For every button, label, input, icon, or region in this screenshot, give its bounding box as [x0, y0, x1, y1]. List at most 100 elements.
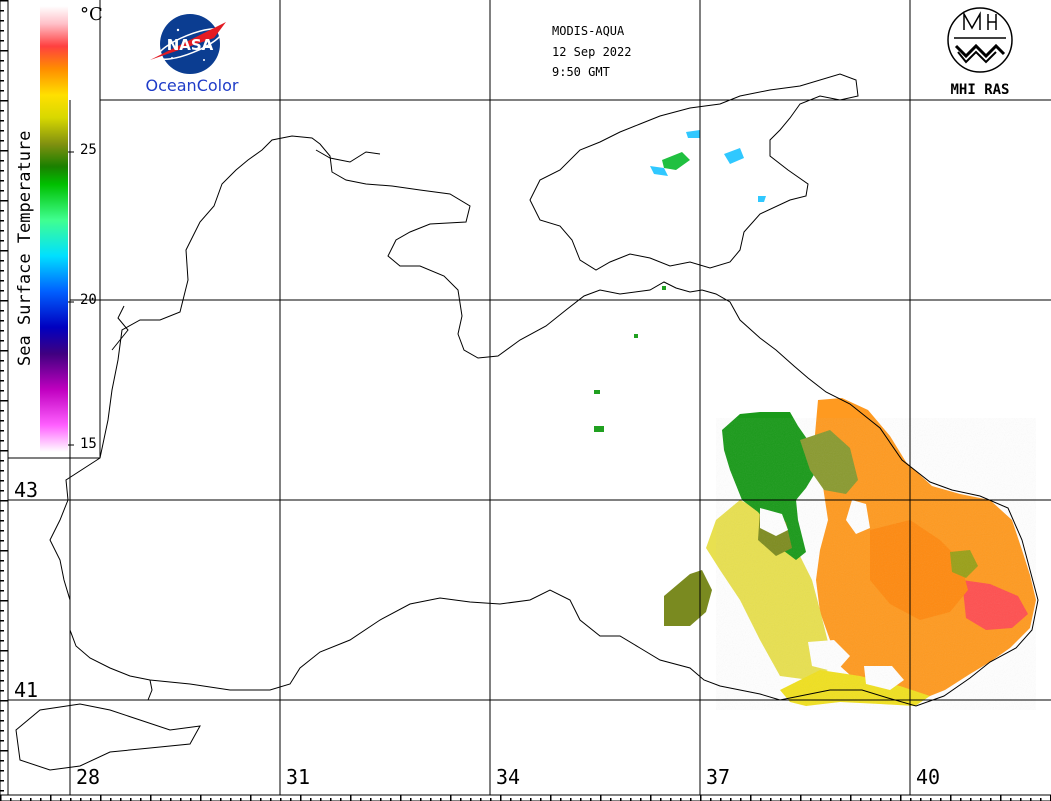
scale-tick — [0, 30, 4, 32]
scale-tick — [940, 798, 942, 801]
scale-tick — [0, 390, 4, 392]
image-time: 9:50 GMT — [552, 65, 610, 79]
scale-tick — [70, 798, 72, 801]
scale-tick — [750, 795, 752, 801]
scale-tick — [690, 798, 692, 801]
scale-tick — [0, 110, 4, 112]
scale-tick — [270, 798, 272, 801]
nasa-logo-text: NASA — [167, 36, 214, 54]
scale-tick — [0, 40, 4, 42]
scale-tick — [580, 798, 582, 801]
scale-tick — [0, 410, 4, 412]
scale-tick — [650, 795, 652, 801]
scale-tick — [770, 798, 772, 801]
scale-tick — [0, 620, 4, 622]
colorbar-tick-label: 20 — [80, 292, 97, 308]
scale-tick — [910, 798, 912, 801]
scale-tick — [0, 720, 4, 722]
scale-tick — [450, 795, 452, 801]
scale-tick — [530, 798, 532, 801]
sst-azov-cyan — [686, 130, 700, 138]
sst-speck — [634, 334, 638, 338]
scale-tick — [980, 798, 982, 801]
scale-tick — [660, 798, 662, 801]
scale-tick — [0, 120, 4, 122]
scale-tick — [50, 795, 52, 801]
scale-tick — [470, 798, 472, 801]
scale-tick — [590, 798, 592, 801]
scale-tick — [40, 798, 42, 801]
image-date: 12 Sep 2022 — [552, 45, 632, 59]
sst-speck — [594, 426, 604, 432]
coastline-azov — [529, 73, 859, 271]
scale-tick — [520, 798, 522, 801]
scale-tick — [1020, 798, 1022, 801]
scale-tick — [0, 190, 4, 192]
scale-tick — [0, 470, 4, 472]
scale-tick — [0, 100, 8, 102]
scale-tick — [0, 740, 4, 742]
scale-tick — [0, 550, 8, 552]
scale-tick — [790, 798, 792, 801]
sst-data-layer — [594, 130, 1036, 710]
scale-tick — [310, 798, 312, 801]
scale-tick — [230, 798, 232, 801]
scale-tick — [720, 798, 722, 801]
scale-tick — [0, 380, 4, 382]
scale-tick — [540, 798, 542, 801]
scale-tick — [0, 660, 4, 662]
scale-tick — [480, 798, 482, 801]
scale-tick — [680, 798, 682, 801]
scale-tick — [390, 798, 392, 801]
scale-tick — [0, 20, 4, 22]
scale-tick — [410, 798, 412, 801]
scale-tick — [800, 795, 802, 801]
lat-label-43: 43 — [14, 478, 39, 502]
scale-tick — [0, 70, 4, 72]
scale-tick — [630, 798, 632, 801]
mhi-ras-logo-icon — [947, 7, 1013, 73]
scale-tick — [0, 700, 8, 702]
scale-tick — [570, 798, 572, 801]
scale-tick — [190, 798, 192, 801]
scale-tick — [250, 795, 252, 801]
scale-tick — [0, 710, 4, 712]
scale-tick — [0, 440, 4, 442]
scale-tick — [0, 370, 4, 372]
scale-tick — [260, 798, 262, 801]
scale-tick — [0, 340, 4, 342]
scale-tick — [990, 798, 992, 801]
scale-tick — [0, 300, 8, 302]
scale-tick — [640, 798, 642, 801]
scale-tick — [600, 795, 602, 801]
scale-tick — [0, 600, 8, 602]
oceancolor-text: OceanColor — [146, 76, 239, 95]
colorbar-unit: °C — [80, 4, 103, 25]
scale-tick — [0, 730, 4, 732]
scale-tick — [830, 798, 832, 801]
sst-azov-cyan — [758, 196, 766, 202]
scale-tick — [1040, 798, 1042, 801]
scale-tick — [900, 795, 902, 801]
scale-tick — [0, 60, 4, 62]
lat-label-41: 41 — [14, 678, 39, 702]
scale-tick — [320, 798, 322, 801]
scale-tick — [380, 798, 382, 801]
scale-tick — [550, 795, 552, 801]
bottom-scale-ticks — [0, 795, 1051, 801]
scale-tick — [200, 795, 202, 801]
scale-tick — [850, 795, 852, 801]
lon-label-34: 34 — [496, 765, 521, 789]
scale-tick — [730, 798, 732, 801]
scale-tick — [0, 450, 8, 452]
scale-tick — [430, 798, 432, 801]
scale-tick — [0, 460, 4, 462]
scale-tick — [820, 798, 822, 801]
scale-tick — [670, 798, 672, 801]
scale-tick — [160, 798, 162, 801]
scale-tick — [210, 798, 212, 801]
scale-tick — [420, 798, 422, 801]
lon-label-31: 31 — [286, 765, 311, 789]
